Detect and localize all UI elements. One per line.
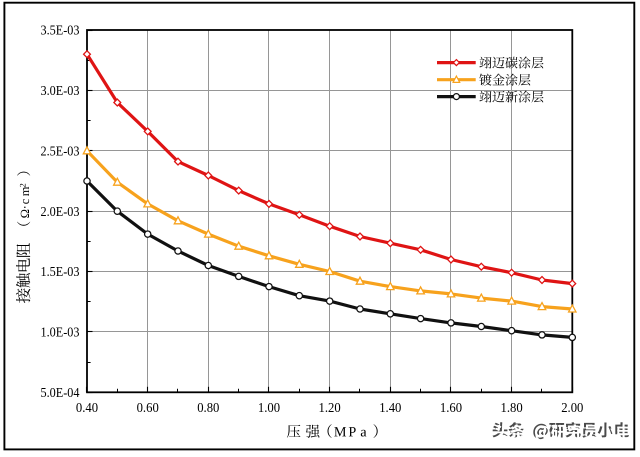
svg-text:2.5E-03: 2.5E-03: [41, 143, 80, 158]
svg-text:1.20: 1.20: [319, 400, 342, 415]
svg-text:1.80: 1.80: [501, 400, 524, 415]
svg-text:1.00: 1.00: [258, 400, 281, 415]
svg-text:3.0E-03: 3.0E-03: [41, 83, 80, 98]
svg-text:0.80: 0.80: [197, 400, 220, 415]
svg-text:1.40: 1.40: [379, 400, 402, 415]
svg-text:3.5E-03: 3.5E-03: [41, 23, 80, 38]
svg-text:1.5E-03: 1.5E-03: [41, 264, 80, 279]
svg-text:0.60: 0.60: [137, 400, 160, 415]
svg-text:2.00: 2.00: [561, 400, 584, 415]
svg-text:2.0E-03: 2.0E-03: [41, 204, 80, 219]
svg-text:1.60: 1.60: [440, 400, 463, 415]
svg-text:5.0E-04: 5.0E-04: [41, 385, 80, 400]
svg-text:0.40: 0.40: [76, 400, 99, 415]
svg-text:1.0E-03: 1.0E-03: [41, 325, 80, 340]
